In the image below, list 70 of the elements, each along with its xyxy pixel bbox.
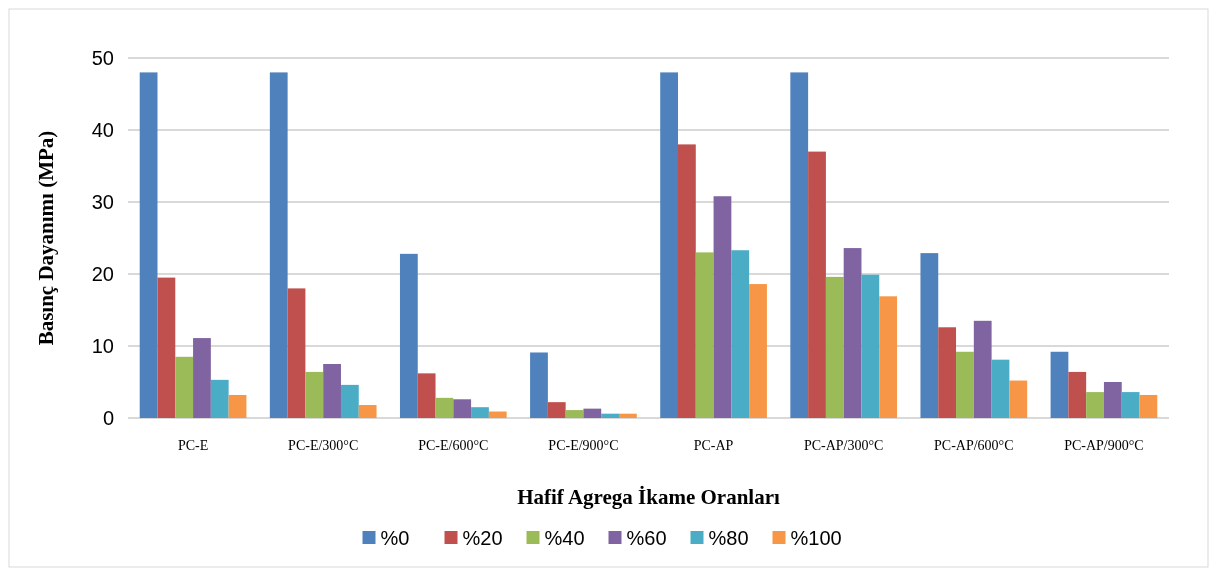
bar — [139, 72, 158, 418]
bar — [619, 413, 637, 418]
bar — [453, 399, 472, 418]
bar — [660, 72, 678, 418]
bar — [678, 144, 696, 418]
bar — [731, 250, 750, 418]
x-tick-label: PC-E — [177, 438, 209, 453]
bar — [861, 274, 880, 418]
bar — [695, 252, 714, 418]
x-tick-label: PC-AP — [693, 438, 734, 453]
bar — [879, 296, 898, 418]
bar — [1050, 351, 1069, 418]
bar — [547, 402, 566, 418]
bar — [157, 277, 176, 418]
bar — [1121, 392, 1140, 418]
bar — [565, 410, 584, 418]
legend-label: %100 — [790, 527, 842, 549]
bar — [843, 248, 862, 418]
x-tick-label: PC-E/600°C — [418, 438, 489, 453]
bar — [938, 327, 957, 418]
x-tick-label: PC-E/900°C — [548, 438, 619, 453]
bar — [956, 351, 974, 418]
bar — [488, 411, 507, 418]
y-tick-label: 0 — [102, 407, 114, 429]
legend-label: %60 — [626, 527, 667, 549]
bar — [193, 338, 211, 418]
y-axis-title: Basınç Dayanımı (MPa) — [34, 130, 58, 346]
bar — [340, 384, 359, 418]
bar — [358, 405, 377, 418]
bar — [269, 72, 288, 418]
bar — [175, 356, 194, 418]
bar — [1086, 392, 1104, 418]
bar — [1068, 371, 1087, 418]
bar — [305, 371, 324, 418]
bar — [749, 284, 767, 418]
x-tick-label: PC-AP/900°C — [1064, 438, 1144, 453]
legend-label: %40 — [544, 527, 585, 549]
bar — [435, 397, 454, 418]
bar — [287, 288, 306, 418]
bar — [417, 373, 436, 418]
y-tick-label: 10 — [91, 335, 114, 357]
bar — [471, 407, 489, 418]
legend-label: %20 — [462, 527, 503, 549]
bar — [991, 359, 1010, 418]
bar — [790, 72, 809, 418]
bar — [399, 253, 418, 418]
x-tick-label: PC-E/300°C — [288, 438, 359, 453]
bar — [713, 196, 732, 418]
bar — [583, 408, 602, 418]
y-tick-label: 40 — [91, 119, 114, 141]
x-tick-label: PC-AP/300°C — [803, 438, 884, 453]
x-tick-label: PC-AP/600°C — [934, 438, 1014, 453]
legend-label: %80 — [708, 527, 749, 549]
y-tick-label: 20 — [91, 263, 114, 285]
bar — [1009, 380, 1028, 418]
bar — [825, 276, 844, 418]
bar — [323, 364, 341, 418]
bar — [973, 320, 992, 418]
bar — [530, 352, 548, 418]
bar — [1103, 382, 1122, 418]
bar — [920, 253, 939, 418]
bar — [210, 379, 229, 418]
bar — [1139, 394, 1158, 418]
bar — [808, 151, 826, 418]
legend-label: %0 — [380, 527, 410, 549]
y-tick-label: 50 — [91, 47, 114, 69]
y-tick-label: 30 — [91, 191, 114, 213]
bar — [601, 413, 619, 418]
bar — [228, 394, 247, 418]
x-axis-title: Hafif Agrega İkame Oranları — [517, 485, 780, 509]
